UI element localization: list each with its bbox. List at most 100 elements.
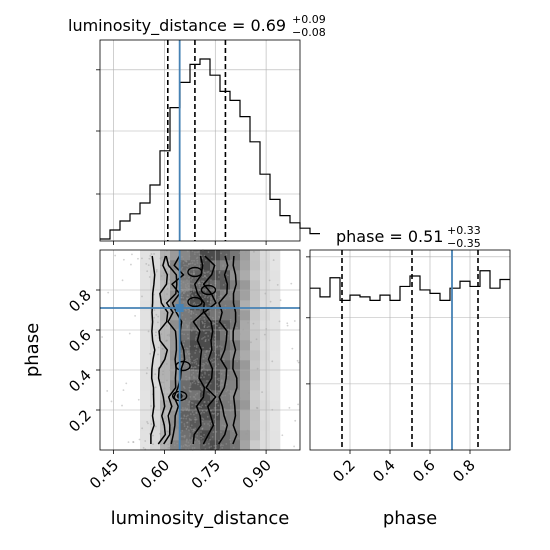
- contour-line: [232, 255, 238, 445]
- contour-line: [218, 255, 229, 445]
- scatter-point: [194, 416, 197, 419]
- scatter-point: [207, 339, 210, 341]
- scatter-point: [193, 380, 196, 383]
- scatter-point: [216, 401, 219, 404]
- scatter-point: [197, 282, 200, 285]
- scatter-point: [208, 424, 211, 427]
- scatter-point: [186, 325, 189, 328]
- scatter-point: [191, 250, 194, 253]
- scatter-point: [189, 383, 192, 386]
- density-cell: [200, 250, 211, 261]
- scatter-point: [197, 381, 200, 384]
- scatter-point: [223, 298, 226, 301]
- scatter-point: [218, 272, 221, 275]
- scatter-point: [223, 323, 226, 326]
- scatter-point: [194, 308, 196, 311]
- scatter-point: [177, 411, 179, 414]
- scatter-point: [209, 382, 212, 385]
- scatter-point: [209, 301, 212, 303]
- scatter-point: [250, 341, 252, 344]
- density-cell: [170, 400, 181, 411]
- scatter-point: [189, 384, 192, 387]
- scatter-point: [146, 420, 148, 423]
- scatter-point: [198, 405, 201, 408]
- scatter-point: [248, 392, 250, 394]
- scatter-point: [176, 265, 179, 268]
- density-cell: [170, 430, 181, 441]
- density-cell: [150, 430, 161, 441]
- scatter-point: [229, 390, 232, 392]
- density-cell: [190, 310, 201, 321]
- scatter-point: [228, 295, 231, 298]
- scatter-point: [196, 251, 199, 254]
- scatter-point: [186, 414, 189, 417]
- scatter-point: [221, 424, 224, 427]
- scatter-point: [276, 283, 279, 286]
- scatter-point: [168, 273, 170, 276]
- density-cell: [230, 440, 241, 451]
- scatter-point: [141, 257, 143, 260]
- scatter-point: [193, 429, 196, 431]
- scatter-point: [261, 391, 264, 393]
- scatter-point: [185, 440, 188, 443]
- scatter-point: [252, 322, 255, 325]
- density-cell: [180, 270, 191, 281]
- scatter-point: [184, 286, 187, 289]
- density-cell: [270, 440, 281, 451]
- scatter-point: [224, 414, 227, 416]
- scatter-point: [194, 327, 197, 330]
- density-cell: [230, 360, 241, 371]
- density-cell: [180, 300, 191, 311]
- density-cell: [150, 380, 161, 391]
- scatter-point: [167, 443, 170, 446]
- scatter-point: [194, 382, 197, 385]
- density-cell: [260, 420, 271, 431]
- density-cell: [170, 320, 181, 331]
- scatter-point: [190, 374, 193, 376]
- scatter-point: [187, 294, 189, 297]
- scatter-point: [146, 367, 149, 369]
- scatter-point: [201, 285, 203, 287]
- scatter-point: [198, 442, 201, 445]
- scatter-point: [183, 340, 186, 343]
- contour-line: [202, 255, 217, 445]
- scatter-point: [212, 322, 215, 325]
- scatter-point: [204, 373, 206, 375]
- scatter-point: [192, 377, 195, 379]
- scatter-point: [204, 353, 206, 356]
- scatter-point: [201, 420, 204, 423]
- scatter-point: [236, 360, 239, 363]
- title-phase-plus: +0.33: [447, 224, 481, 237]
- scatter-point: [239, 397, 242, 400]
- scatter-point: [297, 361, 300, 364]
- scatter-point: [181, 429, 184, 432]
- scatter-point: [212, 321, 215, 324]
- title-luminosity-distance: luminosity_distance = 0.69: [68, 16, 286, 36]
- density-cell: [250, 420, 261, 431]
- scatter-point: [195, 411, 198, 414]
- scatter-point: [201, 364, 204, 367]
- scatter-point: [170, 349, 173, 352]
- scatter-point: [185, 427, 188, 430]
- scatter-point: [181, 290, 184, 293]
- scatter-point: [193, 447, 196, 449]
- scatter-point: [219, 294, 222, 297]
- scatter-point: [195, 313, 198, 316]
- scatter-point: [175, 428, 178, 431]
- density-cell: [140, 370, 151, 381]
- density-cell: [220, 390, 231, 401]
- scatter-point: [196, 259, 199, 262]
- scatter-point: [168, 333, 171, 336]
- scatter-point: [201, 280, 203, 283]
- title-phase: phase = 0.51: [336, 227, 443, 246]
- scatter-point: [203, 363, 206, 366]
- scatter-point: [216, 357, 219, 360]
- density-cell: [200, 440, 211, 451]
- x-tick-label-phase: 0.2: [329, 456, 359, 486]
- scatter-point: [230, 341, 233, 343]
- scatter-point: [165, 340, 167, 343]
- scatter-point: [253, 250, 255, 253]
- scatter-point: [222, 264, 225, 267]
- scatter-point: [193, 361, 196, 364]
- scatter-point: [145, 262, 148, 265]
